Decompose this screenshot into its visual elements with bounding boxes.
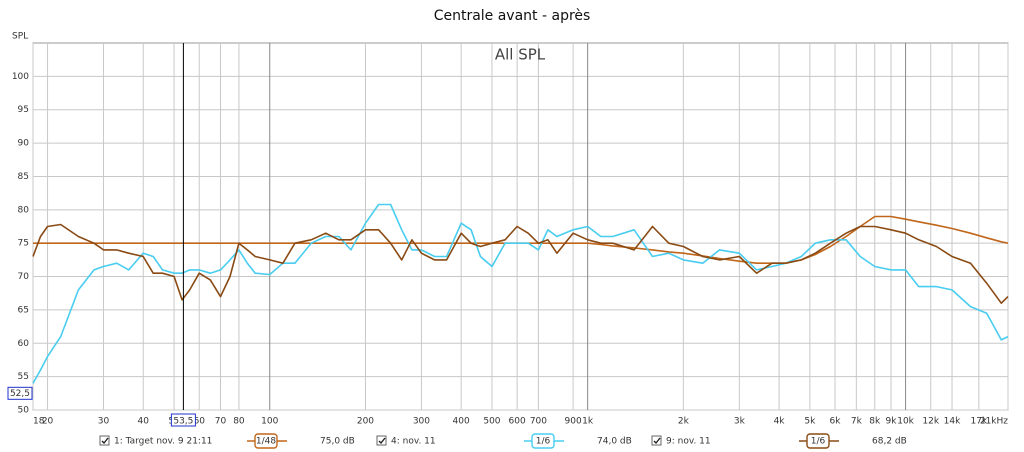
chart-title: Centrale avant - après <box>434 8 591 24</box>
cursor-x-box <box>170 413 196 427</box>
x-tick-label: 900 <box>565 417 582 427</box>
x-tick-label: 40 <box>138 417 150 427</box>
legend-label: 1: Target nov. 9 21:11 <box>114 437 212 447</box>
y-tick-label: 65 <box>18 305 29 315</box>
x-tick-label: 400 <box>453 417 470 427</box>
x-tick-label: 9k <box>886 417 898 427</box>
x-tick-label: 3k <box>734 417 746 427</box>
x-tick-label: 500 <box>483 417 500 427</box>
x-tick-label: 70 <box>215 417 227 427</box>
smoothing-label: 1/6 <box>536 437 551 447</box>
x-tick-label: 6k <box>830 417 842 427</box>
legend-checkbox[interactable] <box>376 435 387 446</box>
plot-subtitle: All SPL <box>495 46 546 64</box>
x-tick-label: 4k <box>774 417 786 427</box>
x-tick-label: 100 <box>261 417 278 427</box>
legend-checkbox[interactable] <box>651 435 662 446</box>
series-line <box>32 223 1009 304</box>
x-tick-label: 200 <box>357 417 374 427</box>
y-tick-label: 85 <box>18 172 29 182</box>
cursor-y-box <box>7 386 33 400</box>
x-tick-label: 8k <box>869 417 881 427</box>
y-tick-label: 90 <box>18 139 30 149</box>
x-tick-label: 18 <box>33 417 45 427</box>
y-tick-label: 75 <box>18 239 29 249</box>
y-tick-label: 60 <box>18 339 30 349</box>
checkmark <box>101 437 109 445</box>
checkmark <box>378 437 386 445</box>
legend-checkbox[interactable] <box>99 435 110 446</box>
x-tick-label: 17k <box>970 417 987 427</box>
cursor-y-label: 52,5 <box>10 389 30 399</box>
legend-level: 68,2 dB <box>872 437 907 447</box>
smoothing-box[interactable] <box>254 433 278 449</box>
x-tick-label: 300 <box>413 417 430 427</box>
x-tick-label: 20 <box>42 417 54 427</box>
checkmark <box>653 437 661 445</box>
legend-label: 4: nov. 11 <box>391 437 436 447</box>
x-tick-label: 600 <box>509 417 526 427</box>
y-tick-label: 55 <box>18 372 29 382</box>
y-tick-label: 50 <box>18 406 30 416</box>
x-tick-label: 60 <box>193 417 205 427</box>
y-tick-label: 80 <box>18 205 30 215</box>
smoothing-box[interactable] <box>806 433 830 449</box>
x-tick-label: 14k <box>944 417 961 427</box>
smoothing-box[interactable] <box>531 433 555 449</box>
x-tick-label: 10k <box>897 417 914 427</box>
cursor-x-label: 53,5 <box>173 417 193 427</box>
x-tick-label: 5k <box>804 417 816 427</box>
y-tick-label: 100 <box>12 72 29 82</box>
y-axis-label: SPL <box>12 32 28 42</box>
y-tick-label: 95 <box>18 105 29 115</box>
legend-level: 74,0 dB <box>597 437 632 447</box>
series-line <box>32 203 1009 384</box>
x-tick-label: 12k <box>922 417 939 427</box>
plot-area <box>32 42 1009 411</box>
smoothing-label: 1/6 <box>811 437 826 447</box>
smoothing-label: 1/48 <box>256 437 276 447</box>
x-tick-label: 21kHz <box>980 417 1008 427</box>
x-tick-label: 80 <box>233 417 245 427</box>
x-tick-label: 7k <box>851 417 863 427</box>
y-tick-label: 70 <box>18 272 30 282</box>
x-tick-label: 1k <box>582 417 594 427</box>
x-tick-label: 700 <box>530 417 547 427</box>
series-line <box>33 215 1009 264</box>
legend-level: 75,0 dB <box>320 437 355 447</box>
x-tick-label: 2k <box>678 417 690 427</box>
legend-label: 9: nov. 11 <box>666 437 711 447</box>
x-tick-label: 30 <box>98 417 110 427</box>
